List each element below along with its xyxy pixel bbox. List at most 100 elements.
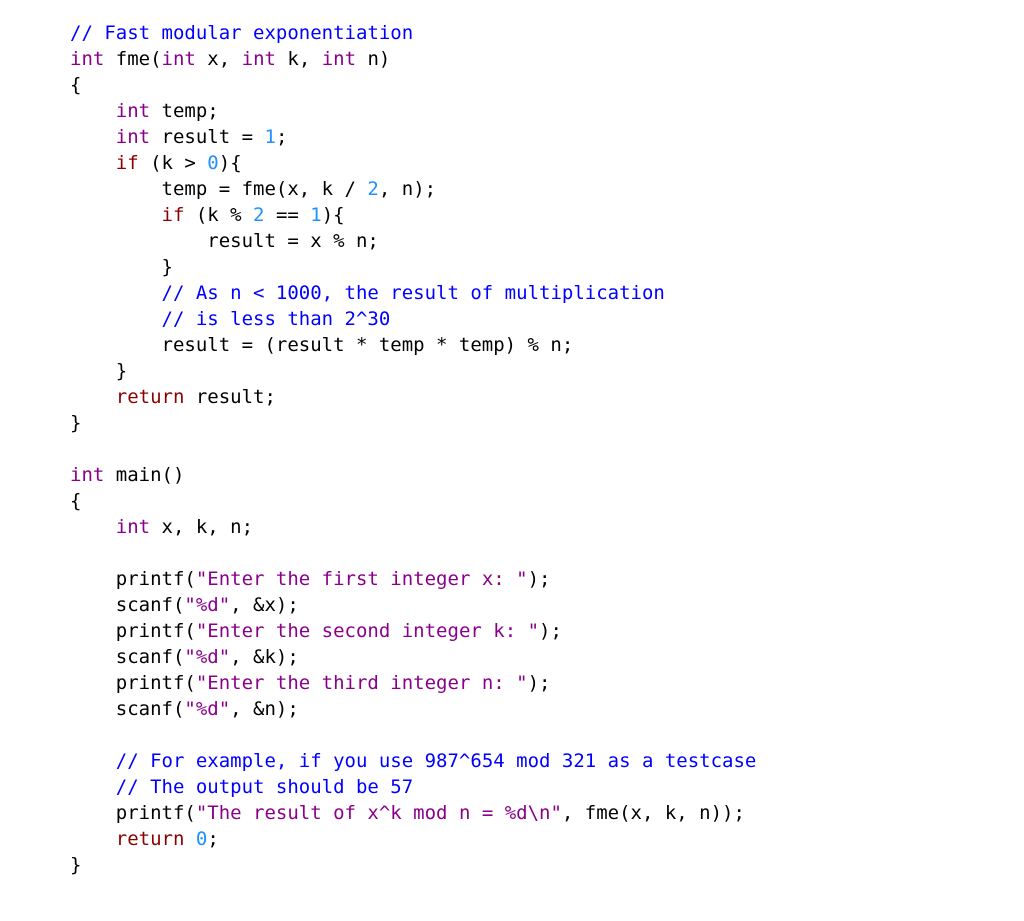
code-token-punct: printf(: [70, 802, 196, 824]
code-token-punct: result = (result * temp * temp) % n;: [70, 334, 573, 356]
code-line: }: [70, 360, 127, 382]
code-token-punct: result =: [150, 126, 264, 148]
code-token-punct: [70, 152, 116, 174]
code-token-punct: {: [70, 74, 81, 96]
code-line: {: [70, 74, 81, 96]
code-token-keyword_type: int: [116, 100, 150, 122]
code-line: // The output should be 57: [70, 776, 413, 798]
code-line: // For example, if you use 987^654 mod 3…: [70, 750, 756, 772]
code-token-punct: x, k, n;: [150, 516, 253, 538]
code-block: // Fast modular exponentiation int fme(i…: [0, 0, 1024, 878]
code-token-keyword_type: int: [322, 48, 356, 70]
code-token-punct: , n);: [379, 178, 436, 200]
code-line: // As n < 1000, the result of multiplica…: [70, 282, 665, 304]
code-line: }: [70, 412, 81, 434]
code-token-number: 1: [264, 126, 275, 148]
code-token-punct: printf(: [70, 568, 196, 590]
code-line: scanf("%d", &k);: [70, 646, 299, 668]
code-token-punct: [70, 828, 116, 850]
code-line: if (k > 0){: [70, 152, 242, 174]
code-token-string: "Enter the second integer k: ": [196, 620, 539, 642]
code-token-punct: x,: [196, 48, 242, 70]
code-token-punct: );: [539, 620, 562, 642]
code-token-punct: );: [528, 568, 551, 590]
code-line: int main(): [70, 464, 184, 486]
code-line: {: [70, 490, 81, 512]
code-token-punct: }: [70, 854, 81, 876]
code-token-punct: , &k);: [230, 646, 299, 668]
code-token-punct: [184, 828, 195, 850]
code-token-comment: // Fast modular exponentiation: [70, 22, 413, 44]
code-line: int fme(int x, int k, int n): [70, 48, 390, 70]
code-token-number: 0: [196, 828, 207, 850]
code-token-keyword_type: int: [70, 464, 104, 486]
code-line: }: [70, 854, 81, 876]
code-token-punct: }: [70, 360, 127, 382]
code-token-punct: [70, 516, 116, 538]
code-token-keyword_type: int: [116, 516, 150, 538]
code-token-punct: [70, 282, 162, 304]
code-token-keyword_flow: return: [116, 828, 185, 850]
code-token-comment: // For example, if you use 987^654 mod 3…: [116, 750, 757, 772]
code-line: // is less than 2^30: [70, 308, 390, 330]
code-token-keyword_type: int: [162, 48, 196, 70]
code-token-punct: k,: [276, 48, 322, 70]
code-line: int x, k, n;: [70, 516, 253, 538]
code-token-string: "%d": [184, 698, 230, 720]
code-line: printf("The result of x^k mod n = %d\n",…: [70, 802, 745, 824]
code-token-keyword_flow: if: [116, 152, 139, 174]
code-line: result = (result * temp * temp) % n;: [70, 334, 573, 356]
code-token-number: 0: [207, 152, 218, 174]
code-token-punct: (k %: [184, 204, 253, 226]
code-line: if (k % 2 == 1){: [70, 204, 345, 226]
code-token-punct: scanf(: [70, 594, 184, 616]
code-token-keyword_type: int: [116, 126, 150, 148]
code-line: printf("Enter the first integer x: ");: [70, 568, 550, 590]
code-token-string: "Enter the third integer n: ": [196, 672, 528, 694]
code-token-keyword_type: int: [70, 48, 104, 70]
code-token-string: "%d": [184, 646, 230, 668]
code-token-comment: // is less than 2^30: [162, 308, 391, 330]
code-token-punct: temp;: [150, 100, 219, 122]
code-line: return 0;: [70, 828, 219, 850]
code-token-punct: [70, 776, 116, 798]
code-token-punct: [70, 204, 162, 226]
code-token-punct: scanf(: [70, 698, 184, 720]
code-token-punct: ;: [276, 126, 287, 148]
code-token-punct: [70, 126, 116, 148]
code-token-punct: [70, 750, 116, 772]
code-token-punct: temp = fme(x, k /: [70, 178, 367, 200]
code-token-punct: );: [528, 672, 551, 694]
code-token-punct: fme(: [104, 48, 161, 70]
code-token-comment: // As n < 1000, the result of multiplica…: [162, 282, 665, 304]
code-line: }: [70, 256, 173, 278]
code-line: printf("Enter the third integer n: ");: [70, 672, 550, 694]
code-token-punct: ){: [219, 152, 242, 174]
code-token-keyword_type: int: [242, 48, 276, 70]
code-token-punct: {: [70, 490, 81, 512]
code-line: printf("Enter the second integer k: ");: [70, 620, 562, 642]
code-line: temp = fme(x, k / 2, n);: [70, 178, 436, 200]
code-token-string: "%d": [184, 594, 230, 616]
code-line: int temp;: [70, 100, 219, 122]
code-token-punct: result;: [184, 386, 276, 408]
code-token-string: "Enter the first integer x: ": [196, 568, 528, 590]
code-token-punct: result = x % n;: [70, 230, 379, 252]
code-token-punct: printf(: [70, 620, 196, 642]
code-token-punct: [70, 386, 116, 408]
code-token-punct: scanf(: [70, 646, 184, 668]
code-token-punct: }: [70, 412, 81, 434]
code-token-punct: [70, 100, 116, 122]
code-token-comment: // The output should be 57: [116, 776, 413, 798]
code-token-punct: ){: [322, 204, 345, 226]
code-line: scanf("%d", &n);: [70, 698, 299, 720]
code-token-punct: [70, 308, 162, 330]
code-line: // Fast modular exponentiation: [70, 22, 413, 44]
code-token-punct: n): [356, 48, 390, 70]
code-token-number: 2: [253, 204, 264, 226]
code-token-string: "The result of x^k mod n = %d\n": [196, 802, 562, 824]
code-token-punct: ;: [207, 828, 218, 850]
code-token-number: 2: [367, 178, 378, 200]
code-token-punct: , &x);: [230, 594, 299, 616]
code-line: scanf("%d", &x);: [70, 594, 299, 616]
